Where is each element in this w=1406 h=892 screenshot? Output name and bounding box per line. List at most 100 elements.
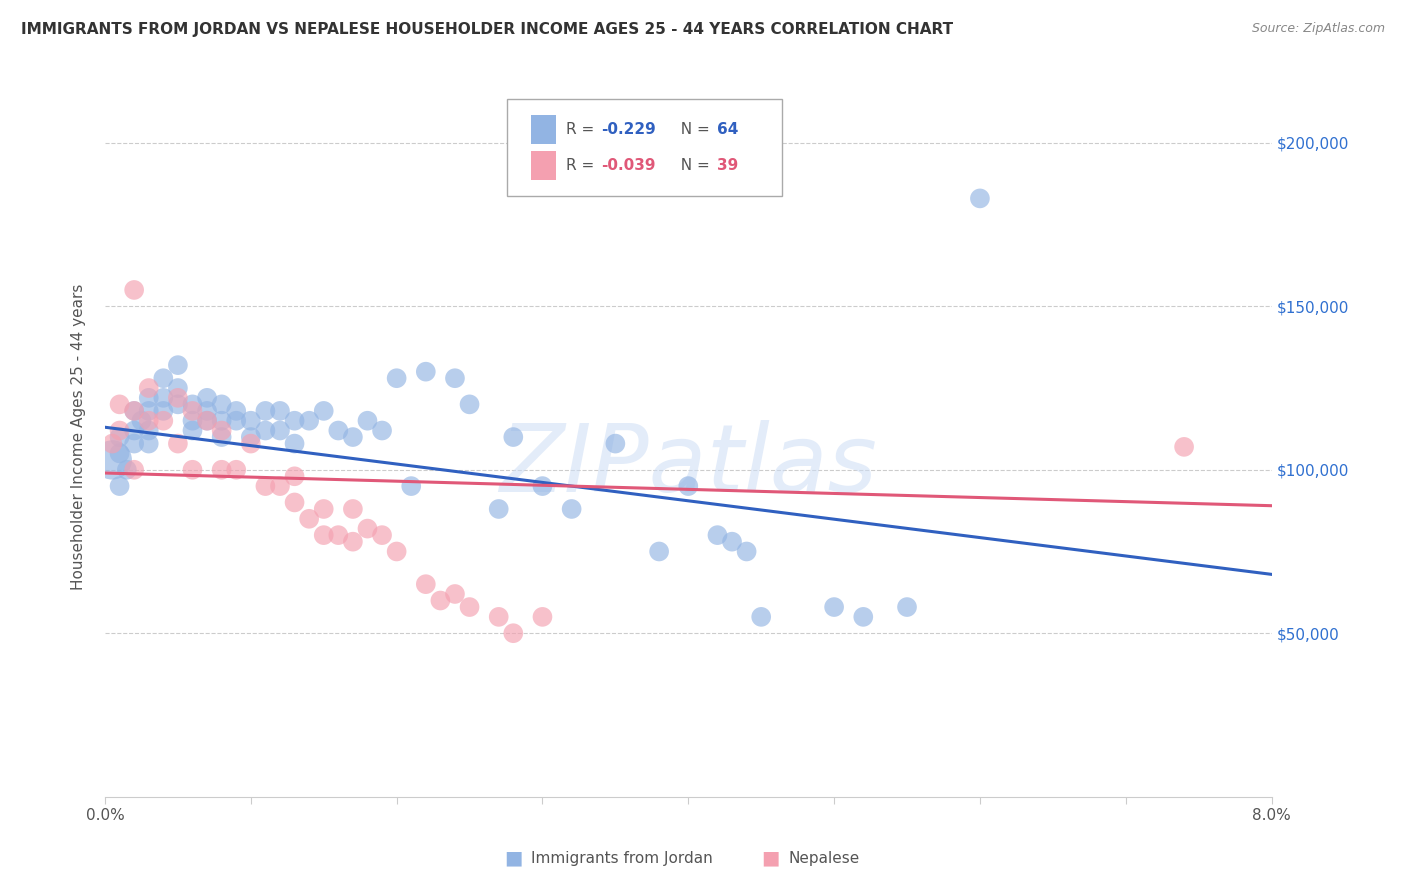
Point — [531, 610, 554, 624]
Point — [735, 544, 758, 558]
Point — [561, 502, 583, 516]
Point — [167, 358, 190, 372]
Point — [211, 414, 233, 428]
Bar — [531, 115, 557, 144]
Point — [896, 600, 918, 615]
Point — [239, 436, 262, 450]
Point — [269, 424, 291, 438]
Point — [678, 479, 700, 493]
Point — [254, 479, 277, 493]
Point — [108, 424, 131, 438]
Point — [328, 424, 350, 438]
Text: ZIPatlas: ZIPatlas — [499, 420, 877, 511]
Point — [211, 397, 233, 411]
Point — [415, 577, 437, 591]
Point — [312, 528, 335, 542]
Point — [312, 502, 335, 516]
Point — [167, 397, 190, 411]
Point — [211, 463, 233, 477]
Point — [181, 404, 204, 418]
Text: R =: R = — [565, 122, 599, 136]
Point — [488, 610, 510, 624]
Point — [969, 191, 991, 205]
Point — [415, 365, 437, 379]
Text: N =: N = — [671, 158, 714, 173]
Point — [284, 469, 307, 483]
Point — [706, 528, 728, 542]
Point — [502, 626, 524, 640]
Point — [342, 430, 364, 444]
Point — [284, 436, 307, 450]
Text: -0.229: -0.229 — [600, 122, 655, 136]
Point — [648, 544, 671, 558]
Point — [458, 397, 481, 411]
Point — [458, 600, 481, 615]
Point — [138, 424, 160, 438]
Point — [195, 414, 218, 428]
Point — [399, 479, 422, 493]
Text: Immigrants from Jordan: Immigrants from Jordan — [531, 851, 713, 865]
Point — [444, 587, 467, 601]
Point — [269, 404, 291, 418]
Text: Source: ZipAtlas.com: Source: ZipAtlas.com — [1251, 22, 1385, 36]
Point — [101, 436, 124, 450]
Point — [181, 424, 204, 438]
Point — [122, 404, 145, 418]
Point — [239, 414, 262, 428]
Point — [488, 502, 510, 516]
Point — [1173, 440, 1195, 454]
Bar — [531, 152, 557, 180]
Point — [167, 381, 190, 395]
Point — [138, 436, 160, 450]
Point — [328, 528, 350, 542]
Point — [101, 453, 124, 467]
Text: IMMIGRANTS FROM JORDAN VS NEPALESE HOUSEHOLDER INCOME AGES 25 - 44 YEARS CORRELA: IMMIGRANTS FROM JORDAN VS NEPALESE HOUSE… — [21, 22, 953, 37]
Point — [254, 404, 277, 418]
Point — [195, 404, 218, 418]
Point — [269, 479, 291, 493]
Point — [385, 371, 408, 385]
Point — [211, 424, 233, 438]
Text: ■: ■ — [761, 848, 780, 868]
Point — [108, 397, 131, 411]
Point — [108, 479, 131, 493]
FancyBboxPatch shape — [508, 99, 782, 196]
Point — [298, 512, 321, 526]
Point — [342, 534, 364, 549]
Point — [444, 371, 467, 385]
Point — [181, 414, 204, 428]
Point — [181, 397, 204, 411]
Point — [211, 430, 233, 444]
Point — [502, 430, 524, 444]
Point — [138, 381, 160, 395]
Point — [371, 528, 394, 542]
Text: N =: N = — [671, 122, 714, 136]
Point — [122, 283, 145, 297]
Point — [138, 414, 160, 428]
Point — [312, 404, 335, 418]
Point — [239, 430, 262, 444]
Point — [225, 463, 247, 477]
Point — [284, 495, 307, 509]
Point — [195, 414, 218, 428]
Point — [131, 414, 153, 428]
Point — [852, 610, 875, 624]
Text: 64: 64 — [717, 122, 738, 136]
Point — [284, 414, 307, 428]
Point — [167, 436, 190, 450]
Point — [429, 593, 451, 607]
Point — [823, 600, 845, 615]
Point — [254, 424, 277, 438]
Point — [749, 610, 772, 624]
Point — [356, 522, 378, 536]
Point — [152, 414, 174, 428]
Point — [138, 404, 160, 418]
Point — [138, 391, 160, 405]
Point — [195, 391, 218, 405]
Point — [122, 404, 145, 418]
Point — [342, 502, 364, 516]
Point — [225, 404, 247, 418]
Point — [371, 424, 394, 438]
Point — [605, 436, 627, 450]
Point — [108, 446, 131, 460]
